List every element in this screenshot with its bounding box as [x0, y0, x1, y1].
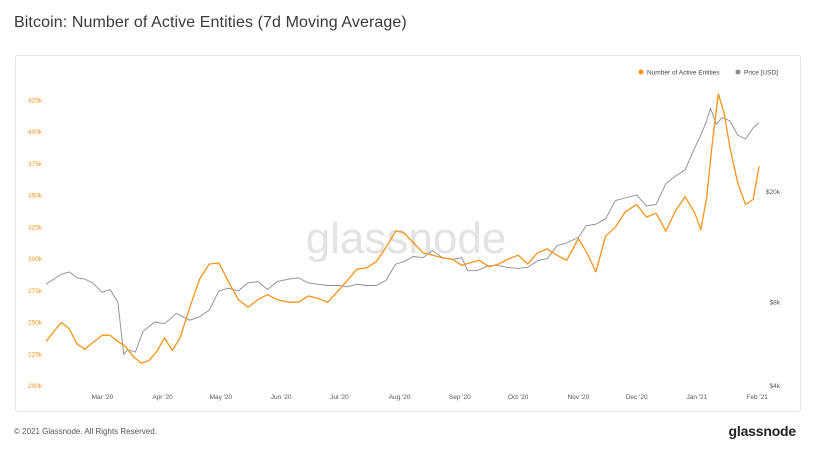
legend: Number of Active Entities Price [USD]: [638, 69, 778, 77]
left-axis-tick-label: 425k: [28, 97, 43, 104]
chart-title: Bitcoin: Number of Active Entities (7d M…: [14, 14, 407, 31]
x-axis-tick-label: May '20: [210, 394, 233, 401]
x-axis-tick-label: Nov '20: [567, 394, 589, 401]
x-axis-tick-label: Jun '20: [271, 394, 292, 401]
footer-brand-logo[interactable]: glassnode: [728, 423, 797, 439]
left-axis-tick-label: 225k: [28, 351, 43, 358]
left-axis-tick-label: 350k: [28, 193, 43, 200]
legend-marker-price: [735, 69, 741, 75]
left-axis-tick-label: 400k: [28, 129, 43, 136]
series-line-price[interactable]: [45, 107, 760, 355]
legend-marker-entities: [638, 69, 644, 75]
left-axis-tick-label: 200k: [28, 383, 43, 390]
x-axis-tick-label: Feb '21: [746, 394, 768, 401]
series-layer: [45, 93, 760, 364]
left-axis-tick-label: 275k: [28, 288, 43, 295]
x-axis-tick-label: Apr '20: [152, 394, 173, 401]
left-axis-tick-label: 375k: [28, 161, 43, 168]
footer-copyright: © 2021 Glassnode. All Rights Reserved.: [14, 427, 157, 436]
x-axis-tick-label: Sep '20: [449, 394, 471, 401]
x-axis-tick-label: Aug '20: [389, 394, 411, 401]
x-axis-tick-label: Dec '20: [626, 394, 648, 401]
watermark: glassnode: [306, 214, 507, 263]
left-axis: 200k 225k 250k 275k 300k 325k 350k 375k 400k 425k: [28, 97, 43, 390]
x-axis: Mar '20 Apr '20 May '20 Jun '20 Jul '20 Aug '…: [92, 394, 769, 401]
chart-card: glassnode Number of Active Entities Pric…: [15, 55, 801, 412]
chart-svg: glassnode Number of Active Entities Pric…: [28, 69, 781, 401]
series-line-active-entities[interactable]: [45, 93, 760, 364]
x-axis-tick-label: Oct '20: [508, 394, 529, 401]
right-axis-tick-label: $4k: [770, 383, 781, 390]
right-axis: $4k $8k $20k: [766, 189, 781, 390]
right-axis-tick-label: $8k: [770, 299, 781, 306]
legend-label-price[interactable]: Price [USD]: [744, 70, 778, 77]
x-axis-tick-label: Mar '20: [92, 394, 114, 401]
left-axis-tick-label: 300k: [28, 256, 43, 263]
left-axis-tick-label: 250k: [28, 320, 43, 327]
x-axis-tick-label: Jan '21: [687, 394, 708, 401]
legend-label-entities[interactable]: Number of Active Entities: [647, 70, 720, 77]
right-axis-tick-label: $20k: [766, 189, 781, 196]
x-axis-tick-label: Jul '20: [330, 394, 349, 401]
left-axis-tick-label: 325k: [28, 224, 43, 231]
